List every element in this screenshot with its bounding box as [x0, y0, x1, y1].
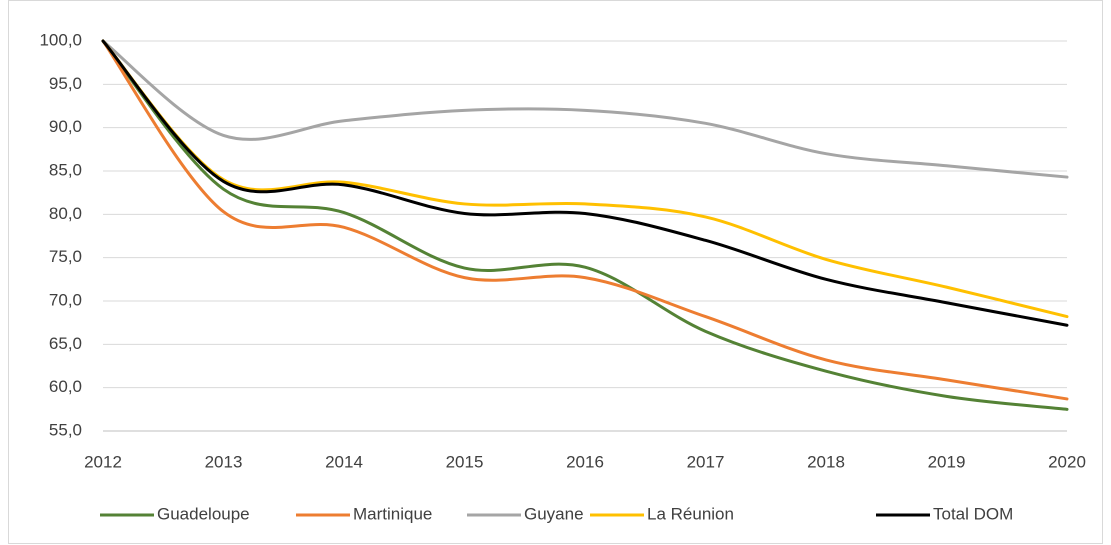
y-tick-label: 90,0 [49, 117, 82, 136]
series-line [101, 39, 1069, 401]
chart-border [8, 0, 1103, 544]
legend-label: Guyane [524, 504, 584, 523]
x-tick-label: 2018 [807, 452, 845, 471]
series-line [101, 39, 1069, 411]
y-tick-label: 80,0 [49, 204, 82, 223]
x-tick-label: 2017 [687, 452, 725, 471]
y-tick-label: 70,0 [49, 290, 82, 309]
x-tick-label: 2014 [325, 452, 363, 471]
x-tick-label: 2020 [1048, 452, 1086, 471]
series-line [101, 39, 1069, 319]
x-tick-label: 2015 [446, 452, 484, 471]
y-tick-label: 100,0 [39, 30, 82, 49]
x-tick-label: 2016 [566, 452, 604, 471]
y-tick-label: 55,0 [49, 420, 82, 439]
legend-label: Total DOM [933, 504, 1013, 523]
x-tick-label: 2019 [928, 452, 966, 471]
legend-label: Guadeloupe [157, 504, 250, 523]
x-tick-label: 2013 [205, 452, 243, 471]
x-tick-label: 2012 [84, 452, 122, 471]
y-tick-label: 95,0 [49, 74, 82, 93]
legend-label: La Réunion [647, 504, 734, 523]
series-line [101, 39, 1069, 327]
y-tick-label: 60,0 [49, 377, 82, 396]
legend-label: Martinique [353, 504, 432, 523]
y-tick-label: 75,0 [49, 247, 82, 266]
y-tick-label: 65,0 [49, 334, 82, 353]
y-tick-label: 85,0 [49, 160, 82, 179]
series-line [101, 39, 1069, 179]
